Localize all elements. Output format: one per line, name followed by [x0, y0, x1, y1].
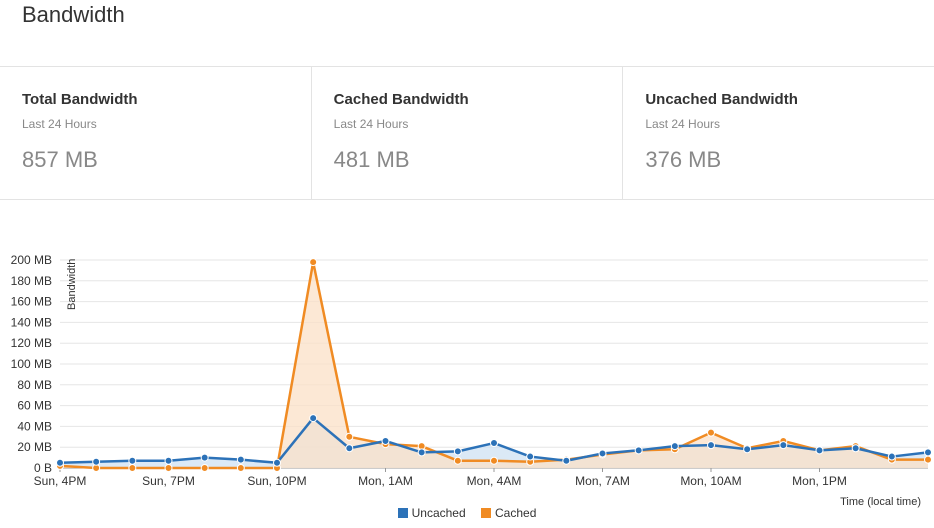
stat-cached-bandwidth: Cached Bandwidth Last 24 Hours 481 MB: [312, 67, 624, 199]
y-tick-label: 80 MB: [17, 378, 52, 392]
point-cached: [200, 464, 209, 472]
point-uncached: [92, 457, 101, 466]
point-uncached: [670, 442, 679, 451]
bandwidth-chart: 0 B 20 MB 40 MB 60 MB 80 MB 100 MB 120 MB 140 M…: [11, 253, 932, 508]
line-cached: [59, 260, 928, 470]
y-tick-label: 20 MB: [17, 440, 52, 454]
stat-period: Last 24 Hours: [645, 117, 721, 131]
point-cached: [345, 432, 354, 441]
point-uncached: [562, 456, 571, 465]
stat-total-bandwidth: Total Bandwidth Last 24 Hours 857 MB: [0, 67, 312, 199]
point-cached: [924, 455, 932, 464]
point-uncached: [236, 455, 245, 464]
legend-swatch-uncached: [397, 508, 408, 518]
x-tick-label: Mon, 10AM: [680, 474, 741, 488]
y-tick-label: 180 MB: [11, 274, 52, 288]
y-axis-title: Bandwidth: [66, 259, 78, 310]
point-uncached: [345, 444, 354, 453]
point-cached: [309, 258, 318, 267]
point-uncached: [526, 452, 535, 461]
point-uncached: [309, 414, 318, 423]
y-tick-label: 40 MB: [17, 419, 52, 433]
point-uncached: [200, 453, 209, 462]
point-uncached: [56, 458, 64, 467]
x-axis-title: Time (local time): [840, 496, 921, 508]
stat-value: 481 MB: [333, 147, 410, 172]
point-uncached: [815, 446, 824, 455]
point-uncached: [164, 456, 173, 465]
y-tick-label: 100 MB: [11, 357, 52, 371]
point-cached: [164, 464, 173, 472]
stat-value: 857 MB: [22, 147, 98, 172]
stat-uncached-bandwidth: Uncached Bandwidth Last 24 Hours 376 MB: [623, 67, 934, 199]
point-uncached: [453, 447, 462, 456]
stat-period: Last 24 Hours: [333, 117, 409, 131]
point-uncached: [128, 456, 137, 465]
point-cached: [128, 464, 137, 472]
x-tick-label: Mon, 1PM: [792, 474, 847, 488]
stat-label: Total Bandwidth: [22, 91, 138, 108]
x-tick-label: Sun, 7PM: [142, 474, 195, 488]
point-uncached: [707, 441, 715, 450]
x-tick-label: Sun, 4PM: [34, 474, 87, 488]
point-cached: [490, 456, 498, 465]
point-cached: [236, 464, 245, 472]
y-tick-label: 140 MB: [11, 315, 52, 329]
legend-item-cached[interactable]: Cached: [481, 506, 536, 520]
point-cached: [707, 428, 715, 437]
point-uncached: [417, 448, 426, 457]
point-uncached: [924, 448, 932, 457]
point-uncached: [490, 439, 498, 448]
y-tick-label: 200 MB: [11, 253, 52, 267]
y-tick-label: 120 MB: [11, 336, 52, 350]
point-uncached: [743, 445, 752, 454]
point-uncached: [273, 458, 281, 467]
legend-item-uncached[interactable]: Uncached: [397, 506, 466, 520]
point-uncached: [634, 446, 643, 455]
chart-legend: Uncached Cached: [0, 506, 934, 520]
x-tick-label: Mon, 4AM: [467, 474, 522, 488]
page-title: Bandwidth: [22, 2, 125, 27]
x-tick-label: Mon, 1AM: [358, 474, 413, 488]
area-cached: [60, 262, 928, 468]
point-cached: [453, 456, 462, 465]
x-tick-label: Mon, 7AM: [575, 474, 630, 488]
point-uncached: [779, 441, 788, 450]
legend-label: Cached: [495, 506, 537, 520]
stats-row: Total Bandwidth Last 24 Hours 857 MB Cac…: [0, 66, 934, 200]
point-uncached: [598, 449, 607, 458]
legend-swatch-cached: [481, 508, 491, 518]
stat-label: Uncached Bandwidth: [645, 91, 798, 108]
y-tick-label: 60 MB: [17, 399, 52, 413]
stat-period: Last 24 Hours: [22, 117, 97, 131]
stat-value: 376 MB: [645, 147, 722, 172]
point-uncached: [851, 444, 860, 453]
legend-label: Uncached: [411, 506, 466, 520]
point-uncached: [887, 452, 896, 461]
y-tick-label: 160 MB: [11, 295, 52, 309]
y-tick-label: 0 B: [34, 461, 52, 475]
x-tick-label: Sun, 10PM: [247, 474, 306, 488]
point-uncached: [381, 436, 390, 445]
stat-label: Cached Bandwidth: [333, 91, 469, 108]
